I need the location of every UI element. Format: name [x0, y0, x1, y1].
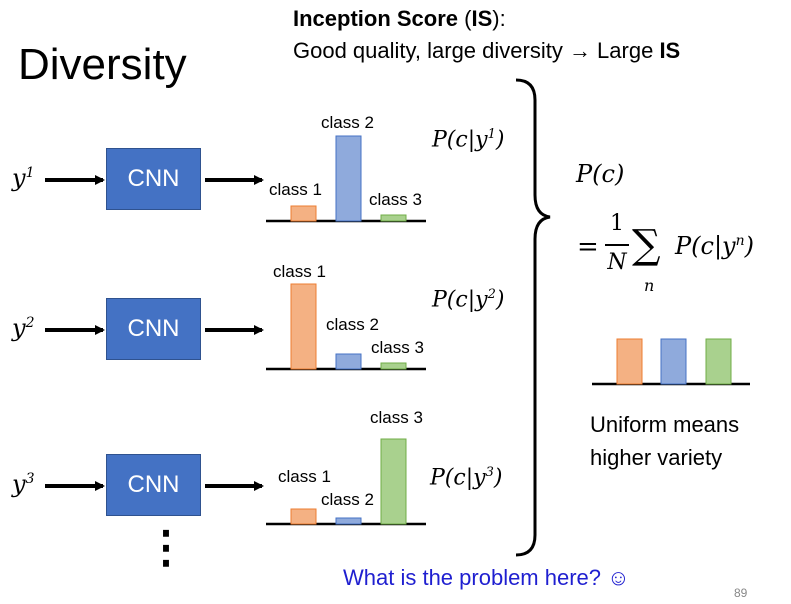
marginal-pc: P(c) [576, 160, 625, 188]
marginal-class2-bar [660, 338, 687, 385]
inception-paren-open: ( [458, 6, 472, 31]
question-text: What is the problem here? ☺ [343, 565, 630, 590]
row3-class1-bar [290, 508, 317, 525]
inception-rule-text: Good quality, large diversity → Large [293, 38, 660, 63]
prob-label-3-suffix: ) [493, 465, 503, 491]
prob-label-3-sup: 3 [485, 465, 494, 480]
fraction-bar [605, 244, 629, 246]
page-number: 89 [734, 586, 748, 600]
prob-label-1-prefix: P(c|y [432, 127, 488, 153]
prob-label-1-suffix: ) [495, 127, 505, 153]
prob-label-2-suffix: ) [495, 287, 505, 313]
row3-class3-bar [380, 438, 407, 525]
row1-class3-label: class 3 [369, 190, 422, 209]
prob-label-1-sup: 1 [487, 127, 496, 142]
row3-class3-label: class 3 [370, 408, 423, 427]
row1-class3-bar [380, 214, 407, 222]
marginal-term: P(c|yn) [675, 232, 754, 260]
summation-sign: ∑ [632, 222, 661, 268]
input-y2-base: y [12, 314, 26, 342]
row3-class2-label: class 2 [321, 490, 374, 509]
row2-class3-label: class 3 [371, 338, 424, 357]
uniform-note-line1: Uniform means [590, 412, 740, 437]
row2-class1-label: class 1 [273, 262, 326, 281]
inception-score-rule: Good quality, large diversity → Large IS [293, 38, 680, 64]
input-y1-base: y [12, 164, 26, 192]
input-y3-base: y [12, 470, 26, 498]
inception-rule-bold: IS [659, 38, 681, 63]
inception-abbr: IS [471, 6, 493, 31]
fraction-denominator: N [607, 250, 627, 275]
marginal-term-prefix: P(c|y [675, 232, 736, 260]
marginal-class1-bar [616, 338, 643, 385]
inception-score-heading: Inception Score (IS): [293, 6, 506, 32]
marginal-class3-bar [705, 338, 732, 385]
row2-class2-label: class 2 [326, 315, 379, 334]
marginal-equals: = [577, 232, 599, 262]
input-y2: y2 [12, 314, 34, 342]
input-y3-sup: 3 [25, 471, 35, 487]
row1-class2-bar [335, 135, 362, 222]
prob-label-1: P(c|y1) [432, 127, 504, 152]
slide-title: Diversity [18, 40, 187, 89]
marginal-term-sup: n [735, 233, 745, 249]
row3-class1-label: class 1 [278, 467, 331, 486]
row2-class1-bar [290, 283, 317, 370]
fraction-numerator: 1 [610, 211, 624, 236]
prob-label-2: P(c|y2) [432, 287, 504, 312]
prob-label-3-prefix: P(c|y [430, 465, 486, 491]
row1-class1-bar [290, 205, 317, 222]
curly-brace [515, 78, 551, 557]
input-y3: y3 [12, 470, 34, 498]
uniform-note-line2: higher variety [590, 445, 723, 470]
cnn-box-2: CNN [106, 298, 201, 360]
input-y1-sup: 1 [25, 165, 35, 181]
prob-label-2-sup: 2 [487, 287, 496, 302]
more-inputs-ellipsis: ⋮ [144, 523, 188, 572]
prob-label-2-prefix: P(c|y [432, 287, 488, 313]
input-y2-sup: 2 [25, 315, 35, 331]
row1-class2-label: class 2 [321, 113, 374, 132]
cnn-box-1: CNN [106, 148, 201, 210]
row3-class2-bar [335, 517, 362, 525]
row1-class1-label: class 1 [269, 180, 322, 199]
marginal-term-suffix: ) [744, 232, 755, 260]
cnn-box-3: CNN [106, 454, 201, 516]
row2-class2-bar [335, 353, 362, 370]
row2-class3-bar [380, 362, 407, 370]
inception-score-label: Inception Score [293, 6, 459, 31]
inception-paren-close: ): [492, 6, 506, 31]
input-y1: y1 [12, 164, 34, 192]
prob-label-3: P(c|y3) [430, 465, 502, 490]
summation-index: n [644, 276, 655, 295]
